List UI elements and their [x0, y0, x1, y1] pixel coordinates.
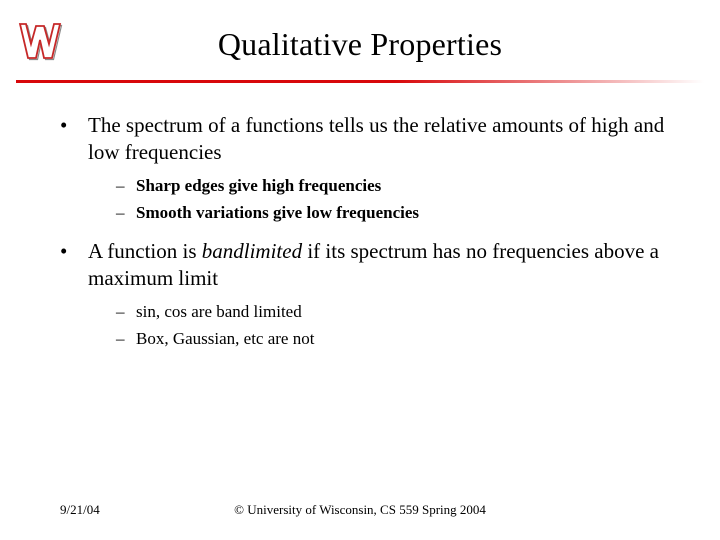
bullet-text-emph: bandlimited [202, 239, 302, 263]
sub-bullet-text: sin, cos are band limited [136, 300, 680, 324]
bullet-text: A function is bandlimited if its spectru… [88, 238, 680, 292]
slide-body: • The spectrum of a functions tells us t… [60, 112, 680, 365]
sub-list: – Sharp edges give high frequencies – Sm… [116, 174, 680, 225]
bullet-marker: • [60, 238, 88, 292]
sub-bullet-item: – sin, cos are band limited [116, 300, 680, 324]
sub-bullet-item: – Smooth variations give low frequencies [116, 201, 680, 225]
slide: Qualitative Properties • The spectrum of… [0, 0, 720, 540]
bullet-item: • The spectrum of a functions tells us t… [60, 112, 680, 166]
sub-bullet-item: – Box, Gaussian, etc are not [116, 327, 680, 351]
sub-bullet-text: Smooth variations give low frequencies [136, 201, 680, 225]
sub-bullet-text: Sharp edges give high frequencies [136, 174, 680, 198]
slide-title: Qualitative Properties [0, 26, 720, 63]
sub-bullet-text: Box, Gaussian, etc are not [136, 327, 680, 351]
sub-list: – sin, cos are band limited – Box, Gauss… [116, 300, 680, 351]
bullet-text-pre: A function is [88, 239, 202, 263]
footer-copyright: © University of Wisconsin, CS 559 Spring… [0, 502, 720, 518]
sub-bullet-marker: – [116, 201, 136, 225]
sub-bullet-marker: – [116, 174, 136, 198]
sub-bullet-marker: – [116, 300, 136, 324]
bullet-item: • A function is bandlimited if its spect… [60, 238, 680, 292]
bullet-text: The spectrum of a functions tells us the… [88, 112, 680, 166]
bullet-marker: • [60, 112, 88, 166]
title-underline [16, 80, 704, 83]
sub-bullet-marker: – [116, 327, 136, 351]
sub-bullet-item: – Sharp edges give high frequencies [116, 174, 680, 198]
